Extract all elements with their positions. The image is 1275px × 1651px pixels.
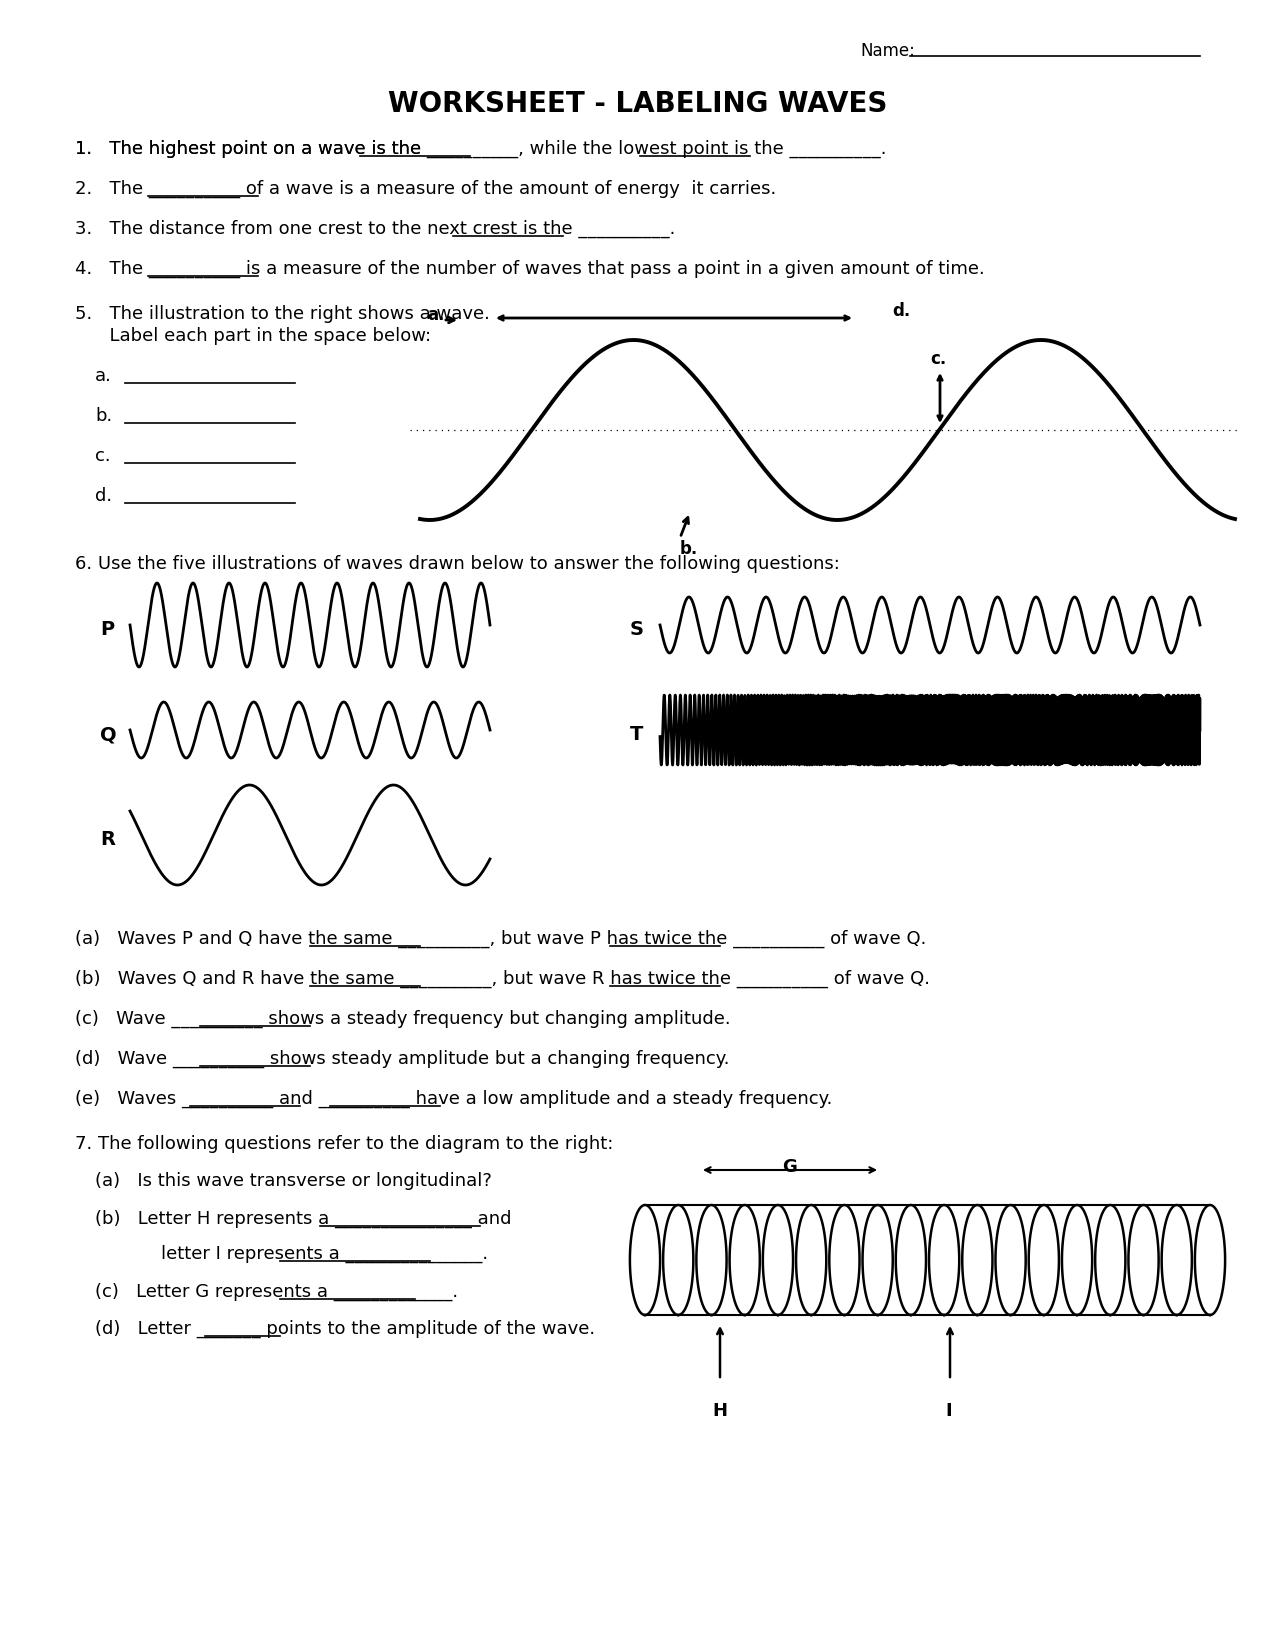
Text: (d)   Wave __________ shows steady amplitude but a changing frequency.: (d) Wave __________ shows steady amplitu… bbox=[75, 1050, 729, 1068]
Text: (c)   Letter G represents a _____________.: (c) Letter G represents a _____________. bbox=[96, 1283, 458, 1301]
Text: WORKSHEET - LABELING WAVES: WORKSHEET - LABELING WAVES bbox=[388, 91, 887, 117]
Text: (a)   Is this wave transverse or longitudinal?: (a) Is this wave transverse or longitudi… bbox=[96, 1172, 492, 1190]
Text: Name:: Name: bbox=[861, 41, 915, 59]
Text: a.: a. bbox=[96, 367, 112, 385]
Text: c.: c. bbox=[929, 350, 946, 368]
Text: d.: d. bbox=[892, 302, 910, 320]
Text: 2.   The __________ of a wave is a measure of the amount of energy  it carries.: 2. The __________ of a wave is a measure… bbox=[75, 180, 776, 198]
Text: (b)   Waves Q and R have the same __________, but wave R has twice the _________: (b) Waves Q and R have the same ________… bbox=[75, 971, 929, 989]
Text: 3.   The distance from one crest to the next crest is the __________.: 3. The distance from one crest to the ne… bbox=[75, 220, 676, 238]
Text: b.: b. bbox=[680, 540, 699, 558]
Text: (b)   Letter H represents a _______________ and: (b) Letter H represents a ______________… bbox=[96, 1210, 511, 1228]
Text: d.: d. bbox=[96, 487, 112, 505]
Text: (c)   Wave __________ shows a steady frequency but changing amplitude.: (c) Wave __________ shows a steady frequ… bbox=[75, 1010, 731, 1029]
Text: G: G bbox=[782, 1157, 797, 1176]
Text: Q: Q bbox=[99, 725, 116, 745]
Text: a.: a. bbox=[427, 305, 445, 324]
Text: 1.   The highest point on a wave is the __________, while the lowest point is th: 1. The highest point on a wave is the __… bbox=[75, 140, 886, 158]
Text: 5.   The illustration to the right shows a wave.: 5. The illustration to the right shows a… bbox=[75, 305, 490, 324]
Text: I: I bbox=[945, 1402, 951, 1420]
Text: 1.   The highest point on a wave is the: 1. The highest point on a wave is the bbox=[75, 140, 421, 158]
Text: (e)   Waves __________ and __________ have a low amplitude and a steady frequenc: (e) Waves __________ and __________ have… bbox=[75, 1090, 833, 1108]
Text: T: T bbox=[630, 725, 644, 745]
Text: (d)   Letter _______ points to the amplitude of the wave.: (d) Letter _______ points to the amplitu… bbox=[96, 1321, 595, 1339]
Text: 7. The following questions refer to the diagram to the right:: 7. The following questions refer to the … bbox=[75, 1134, 613, 1152]
Text: b.: b. bbox=[96, 408, 112, 424]
Text: 6. Use the five illustrations of waves drawn below to answer the following quest: 6. Use the five illustrations of waves d… bbox=[75, 555, 840, 573]
Text: P: P bbox=[99, 621, 115, 639]
Text: letter I represents a _______________.: letter I represents a _______________. bbox=[115, 1245, 488, 1263]
Text: (a)   Waves P and Q have the same __________, but wave P has twice the _________: (a) Waves P and Q have the same ________… bbox=[75, 930, 927, 948]
Text: Label each part in the space below:: Label each part in the space below: bbox=[75, 327, 431, 345]
Text: c.: c. bbox=[96, 447, 111, 466]
Text: S: S bbox=[630, 621, 644, 639]
Text: 4.   The __________ is a measure of the number of waves that pass a point in a g: 4. The __________ is a measure of the nu… bbox=[75, 259, 984, 279]
Text: H: H bbox=[711, 1402, 727, 1420]
Text: R: R bbox=[99, 830, 115, 849]
